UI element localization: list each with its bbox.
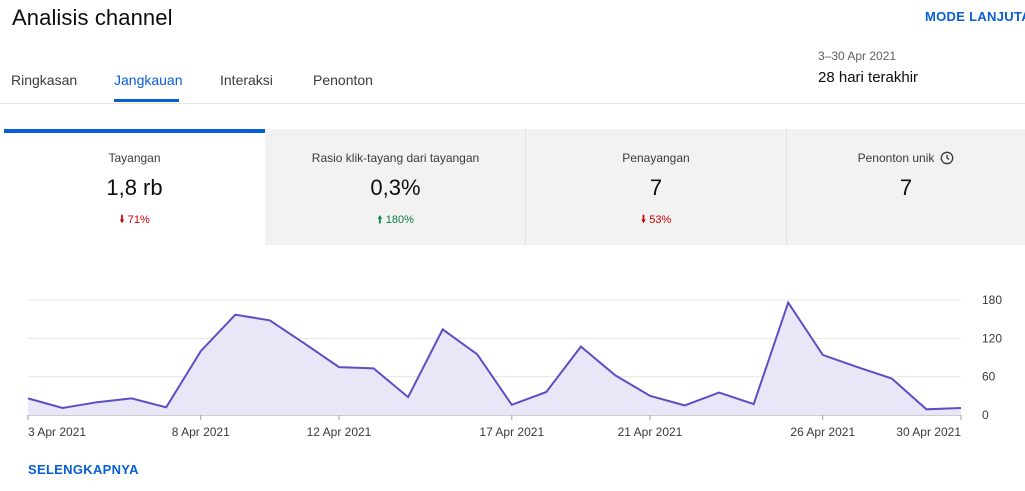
x-tick-label: 8 Apr 2021 xyxy=(172,425,230,439)
metric-cards: Tayangan 1,8 rb 🠛 71% Rasio klik-tayang … xyxy=(4,129,1025,245)
metric-change: 🠛 71% xyxy=(4,211,265,230)
active-tab-indicator xyxy=(114,99,179,102)
metric-label: Penonton unik xyxy=(858,151,955,165)
metric-label: Penayangan xyxy=(622,151,690,165)
tab-bar: Ringkasan Jangkauan Interaksi Penonton xyxy=(0,62,1025,104)
date-period-text: 28 hari terakhir xyxy=(818,69,919,86)
advanced-mode-link[interactable]: MODE LANJUTAN xyxy=(925,9,1025,24)
card-divider xyxy=(525,129,526,245)
date-range-text: 3–30 Apr 2021 xyxy=(818,49,897,63)
page-title: Analisis channel xyxy=(12,5,173,30)
x-tick-label: 26 Apr 2021 xyxy=(790,425,855,439)
metric-change-value: 53% xyxy=(649,214,672,226)
chart-line-series xyxy=(27,300,962,411)
arrow-down-icon: 🠛 xyxy=(640,214,647,226)
metric-card-penonton-unik[interactable]: Penonton unik 7 xyxy=(787,129,1025,245)
x-tick-label: 17 Apr 2021 xyxy=(479,425,544,439)
metric-change-value: 71% xyxy=(127,214,150,226)
y-tick-label: 0 xyxy=(982,408,989,422)
metric-label: Tayangan xyxy=(108,151,161,165)
chart-x-axis: 3 Apr 2021 8 Apr 2021 12 Apr 2021 17 Apr 20… xyxy=(27,415,962,439)
metric-value: 7 xyxy=(649,175,663,200)
metric-card-ctr[interactable]: Rasio klik-tayang dari tayangan 0,3% 🠙 1… xyxy=(265,129,526,245)
x-tick-label: 21 Apr 2021 xyxy=(618,425,683,439)
y-tick-label: 60 xyxy=(982,370,996,384)
metric-card-penayangan[interactable]: Penayangan 7 🠛 53% xyxy=(526,129,786,245)
clock-icon xyxy=(941,151,954,165)
metric-change-value: 180% xyxy=(385,214,414,226)
metric-label-text: Penonton unik xyxy=(857,151,935,165)
metric-change: 🠙 180% xyxy=(265,211,526,230)
card-divider xyxy=(786,129,787,245)
arrow-down-icon: 🠛 xyxy=(119,214,125,226)
date-range-selector[interactable]: 3–30 Apr 2021 28 hari terakhir xyxy=(818,49,918,86)
metric-card-tayangan[interactable]: Tayangan 1,8 rb 🠛 71% xyxy=(4,129,265,245)
metric-value: 0,3% xyxy=(370,175,421,200)
arrow-up-icon: 🠙 xyxy=(377,214,383,226)
impressions-chart: 3 Apr 2021 8 Apr 2021 12 Apr 2021 17 Apr 20… xyxy=(27,293,1002,439)
metric-change: 🠛 53% xyxy=(526,211,786,230)
chart-y-axis: 180 120 60 0 xyxy=(982,293,1002,422)
metric-label: Rasio klik-tayang dari tayangan xyxy=(311,151,480,165)
y-tick-label: 120 xyxy=(982,331,1002,345)
metric-value: 1,8 rb xyxy=(106,175,163,200)
metric-value: 7 xyxy=(899,175,913,200)
chart-area-fill xyxy=(28,302,961,415)
see-more-link[interactable]: SELENGKAPNYA xyxy=(28,462,139,477)
tab-ringkasan[interactable]: Ringkasan xyxy=(11,72,78,88)
tab-interaksi[interactable]: Interaksi xyxy=(220,72,273,88)
tab-jangkauan[interactable]: Jangkauan xyxy=(114,72,183,88)
x-tick-label: 12 Apr 2021 xyxy=(307,425,372,439)
y-tick-label: 180 xyxy=(982,293,1002,307)
x-tick-label: 30 Apr 2021 xyxy=(896,425,961,439)
x-tick-label: 3 Apr 2021 xyxy=(28,425,86,439)
tab-penonton[interactable]: Penonton xyxy=(313,72,373,88)
